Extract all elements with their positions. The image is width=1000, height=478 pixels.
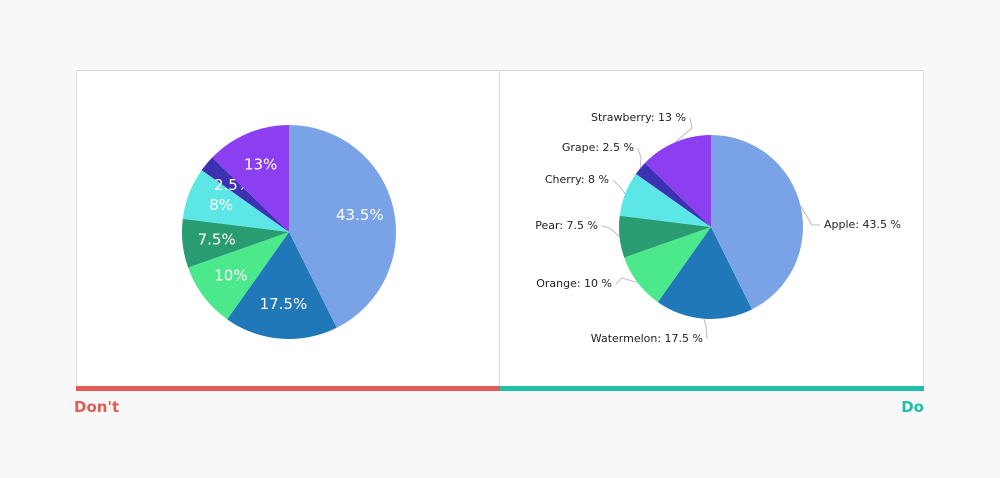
pie-slice-pear (619, 215, 711, 258)
dont-caption: Don't (74, 398, 120, 416)
dont-bar (76, 386, 500, 391)
slice-label-pear: 7.5% (198, 230, 236, 248)
pie-slice-grape (201, 157, 289, 232)
pie-slice-pear (182, 218, 289, 268)
leader-line-cherry (612, 179, 626, 195)
leader-line-orange (615, 277, 638, 285)
outer-label-orange: Orange: 10 % (536, 277, 612, 290)
pie-slice-orange (188, 232, 289, 320)
leader-line-pear (601, 225, 620, 238)
pie-slice-watermelon (227, 232, 337, 339)
pie-slice-orange (624, 227, 711, 303)
pie-slice-cherry (619, 173, 711, 227)
leader-line-watermelon (703, 318, 708, 340)
slice-label-apple: 43.5% (336, 206, 384, 224)
leader-line-strawberry (674, 117, 693, 143)
outer-label-apple: Apple: 43.5 % (824, 218, 901, 231)
do-pie: Apple: 43.5 % Watermelon: 17.5 % Orange: 1… (535, 111, 901, 345)
outer-label-grape: Grape: 2.5 % (562, 141, 634, 154)
slice-label-strawberry: 13% (244, 155, 277, 173)
do-caption: Do (901, 398, 924, 416)
pie-slice-cherry (182, 170, 289, 232)
pie-slice-strawberry (644, 135, 711, 227)
dont-pie: 43.5%17.5%10%7.5%8%2.5%13% (182, 125, 396, 339)
outer-label-watermelon: Watermelon: 17.5 % (591, 332, 703, 345)
pie-slice-watermelon (657, 227, 753, 319)
outer-label-cherry: Cherry: 8 % (545, 173, 609, 186)
pie-slice-apple (711, 135, 804, 310)
slice-label-watermelon: 17.5% (260, 295, 308, 313)
leader-line-grape (637, 147, 642, 169)
outer-label-pear: Pear: 7.5 % (535, 219, 598, 232)
slice-label-orange: 10% (214, 266, 247, 284)
do-bar (500, 386, 924, 391)
leader-line-apple (800, 205, 820, 226)
pie-slice-grape (635, 162, 711, 227)
slice-label-cherry: 8% (209, 196, 233, 214)
pie-slice-apple (289, 125, 396, 328)
pie-slice-strawberry (212, 125, 289, 232)
outer-label-strawberry: Strawberry: 13 % (591, 111, 686, 124)
